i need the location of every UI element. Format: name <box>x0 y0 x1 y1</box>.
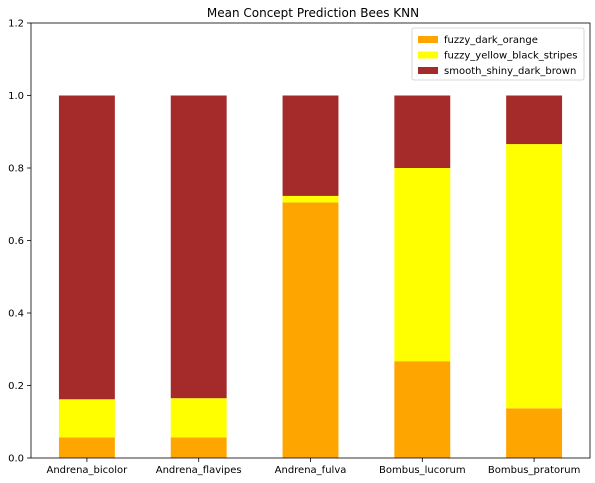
legend-label-smooth_shiny_dark_brown: smooth_shiny_dark_brown <box>444 66 576 77</box>
axes-frame <box>30 22 591 459</box>
bar-fuzzy_dark_orange-Bombus_pratorum <box>506 408 563 458</box>
bar-smooth_shiny_dark_brown-Andrena_bicolor <box>58 95 115 400</box>
x-tick-label: Andrena_flavipes <box>156 465 242 476</box>
y-tick-label: 1.0 <box>8 91 24 102</box>
bar-fuzzy_dark_orange-Andrena_fulva <box>282 202 339 458</box>
x-tick-label: Andrena_bicolor <box>47 465 129 476</box>
bar-fuzzy_yellow_black_stripes-Andrena_flavipes <box>170 398 227 438</box>
legend-swatch-fuzzy_dark_orange <box>418 36 438 43</box>
legend-label-fuzzy_yellow_black_stripes: fuzzy_yellow_black_stripes <box>444 51 577 62</box>
y-tick-label: 0.8 <box>8 164 24 175</box>
bar-fuzzy_dark_orange-Bombus_lucorum <box>394 361 451 458</box>
bar-smooth_shiny_dark_brown-Andrena_fulva <box>282 95 339 196</box>
y-tick-label: 0.2 <box>8 381 24 392</box>
legend: fuzzy_dark_orange fuzzy_yellow_black_stri… <box>411 27 585 81</box>
legend-swatch-smooth_shiny_dark_brown <box>418 67 438 74</box>
bar-fuzzy_yellow_black_stripes-Andrena_fulva <box>282 195 339 203</box>
plot-area: Andrena_bicolor Andrena_flavipes Andrena_f… <box>8 19 591 476</box>
y-tick-label: 0.6 <box>8 236 24 247</box>
bar-fuzzy_yellow_black_stripes-Bombus_pratorum <box>506 144 563 409</box>
chart-title: Mean Concept Prediction Bees KNN <box>207 6 419 20</box>
bar-fuzzy_dark_orange-Andrena_bicolor <box>58 437 115 458</box>
y-tick-label: 1.2 <box>8 19 24 30</box>
bar-fuzzy_dark_orange-Andrena_flavipes <box>170 437 227 458</box>
bar-smooth_shiny_dark_brown-Bombus_lucorum <box>394 95 451 168</box>
bar-fuzzy_yellow_black_stripes-Andrena_bicolor <box>58 399 115 438</box>
bar-smooth_shiny_dark_brown-Bombus_pratorum <box>506 95 563 145</box>
bar-fuzzy_yellow_black_stripes-Bombus_lucorum <box>394 168 451 362</box>
x-tick-label: Bombus_pratorum <box>488 465 580 476</box>
legend-box <box>411 27 585 81</box>
legend-label-fuzzy_dark_orange: fuzzy_dark_orange <box>444 35 538 46</box>
x-tick-label: Andrena_fulva <box>275 465 347 476</box>
legend-swatch-fuzzy_yellow_black_stripes <box>418 51 438 59</box>
bar-smooth_shiny_dark_brown-Andrena_flavipes <box>170 95 227 399</box>
y-tick-label: 0.0 <box>8 454 24 465</box>
y-tick-label: 0.4 <box>8 309 24 320</box>
x-tick-label: Bombus_lucorum <box>379 465 466 476</box>
